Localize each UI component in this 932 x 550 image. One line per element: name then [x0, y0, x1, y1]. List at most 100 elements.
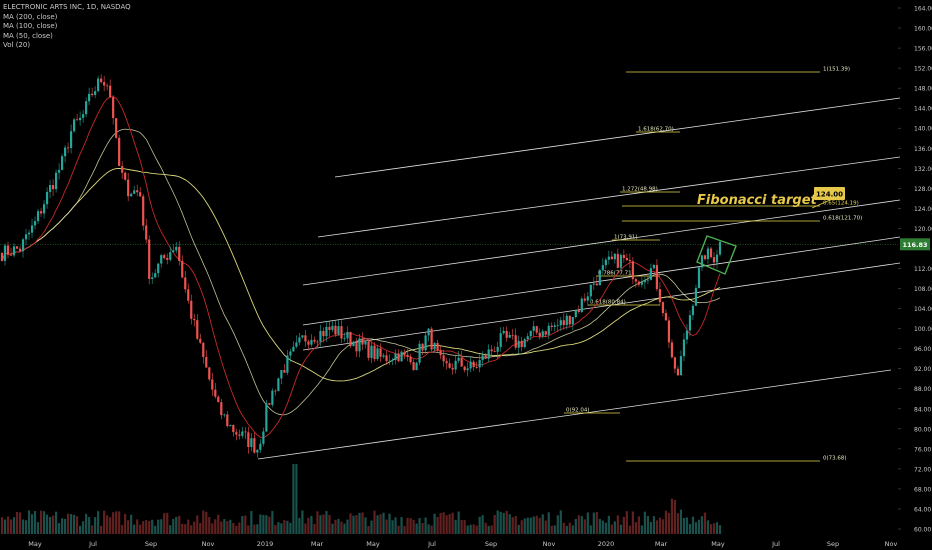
volume-bar: [415, 523, 418, 534]
volume-bar: [91, 525, 94, 534]
candle-body: [703, 255, 707, 260]
volume-bar: [550, 525, 553, 534]
volume-bar: [69, 514, 73, 534]
volume-bar: [202, 510, 205, 534]
candle-body: [712, 257, 716, 263]
candle-body: [45, 191, 49, 205]
candle-body: [427, 328, 430, 336]
candle-body: [268, 403, 271, 405]
volume-bar: [313, 523, 316, 534]
volume-bar: [166, 512, 169, 534]
volume-legend[interactable]: Vol (20): [3, 41, 31, 50]
candle-body: [175, 246, 178, 251]
candle-body: [211, 379, 214, 390]
candle-body: [160, 255, 163, 264]
ma200-legend[interactable]: MA (200, close): [3, 12, 58, 21]
candle-body: [400, 351, 403, 362]
volume-bar: [130, 514, 133, 534]
volume-bar: [60, 518, 64, 534]
volume-bar: [469, 524, 472, 534]
volume-bar: [109, 517, 112, 534]
candle-body: [484, 355, 487, 359]
candle-body: [433, 342, 436, 350]
volume-bar: [586, 512, 589, 534]
candle-body: [151, 277, 154, 279]
candle-body: [448, 363, 451, 368]
candle-body: [538, 332, 541, 337]
symbol-title[interactable]: ELECTRONIC ARTS INC, 1D, NASDAQ: [3, 3, 131, 11]
volume-bar: [328, 514, 331, 534]
candle-body: [106, 85, 109, 87]
volume-bar: [460, 520, 463, 534]
candle-body: [118, 137, 121, 167]
volume-bar: [97, 511, 100, 534]
candle-body: [547, 325, 550, 335]
volume-bar: [427, 524, 430, 534]
volume-bar: [115, 511, 118, 534]
volume-bar: [229, 519, 232, 534]
volume-bar: [85, 513, 88, 534]
regression-channel-lines: [257, 97, 901, 460]
target-price-label: 124.00: [816, 190, 843, 198]
volume-bar: [337, 518, 340, 534]
candle-body: [622, 254, 625, 259]
y-tick-label: 164.00: [914, 6, 932, 13]
ma100-legend[interactable]: MA (100, close): [3, 22, 58, 31]
volume-bar: [358, 512, 361, 534]
volume-bar: [190, 525, 193, 534]
volume-bar: [178, 515, 181, 534]
price-axis[interactable]: 164.00 160.00 156.00 152.00 148.00 144.00 140.…: [898, 6, 932, 534]
candle-body: [679, 356, 683, 376]
candle-body: [352, 341, 355, 347]
candle-body: [121, 166, 124, 173]
candle-body: [571, 317, 574, 325]
candle-body: [415, 362, 418, 371]
volume-bar: [673, 499, 677, 534]
candle-body: [265, 403, 268, 432]
candle-body: [136, 190, 139, 193]
x-tick-label: Jul: [771, 540, 780, 548]
volume-bar: [511, 517, 514, 534]
volume-bar: [66, 513, 70, 534]
volume-bar: [226, 521, 229, 534]
candle-body: [526, 336, 529, 340]
candle-body: [187, 289, 190, 301]
candle-body: [69, 131, 73, 148]
candle-body: [18, 248, 22, 252]
volume-bar: [301, 510, 304, 534]
candle-body: [133, 190, 136, 194]
candle-body: [154, 273, 157, 278]
candle-body: [196, 320, 199, 339]
volume-bar: [148, 520, 151, 534]
candle-body: [313, 339, 316, 342]
volume-bar: [289, 522, 292, 534]
volume-bar: [103, 510, 106, 534]
time-axis[interactable]: May Jul Sep Nov 2019 Mar May Jul Sep Nov 2020 Mar Ma…: [28, 540, 897, 548]
volume-bar: [607, 515, 610, 534]
y-tick-label: 80.00: [914, 426, 931, 433]
candle-body: [30, 225, 34, 233]
candle-body: [508, 334, 511, 338]
volume-bar: [400, 517, 403, 534]
candle-body: [166, 257, 169, 260]
volume-bar: [352, 515, 355, 534]
volume-bar: [154, 525, 157, 534]
volume-bar: [703, 512, 707, 534]
volume-bar: [322, 514, 325, 534]
ma50-legend[interactable]: MA (50, close): [3, 31, 53, 40]
volume-bar: [424, 517, 427, 534]
x-tick-label: Jul: [427, 540, 436, 548]
volume-bar: [241, 516, 244, 534]
candle-body: [421, 343, 424, 351]
candle-body: [625, 258, 628, 261]
volume-bar: [283, 520, 286, 534]
volume-bar: [121, 525, 124, 534]
x-tick-label: Mar: [311, 540, 324, 548]
candle-body: [181, 260, 184, 278]
candle-body: [33, 221, 37, 226]
candle-body: [301, 335, 304, 338]
candle-body: [343, 338, 346, 340]
volume-bar: [571, 525, 574, 534]
candle-body: [199, 338, 202, 343]
